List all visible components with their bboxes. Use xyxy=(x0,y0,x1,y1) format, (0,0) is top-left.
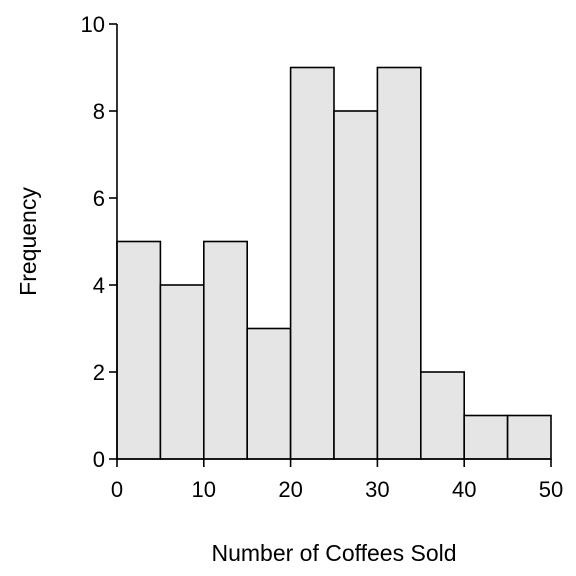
x-ticks-group: 0 10 20 30 40 50 xyxy=(111,459,563,502)
x-tick-label: 40 xyxy=(452,477,476,502)
histogram-bar xyxy=(289,66,335,460)
x-tick-label: 10 xyxy=(192,477,216,502)
y-tick-label: 2 xyxy=(93,360,105,385)
x-tick-label: 50 xyxy=(539,477,563,502)
histogram-bar xyxy=(159,284,205,460)
y-tick-label: 4 xyxy=(93,273,105,298)
histogram-bar xyxy=(419,371,465,460)
y-tick-label: 10 xyxy=(81,12,105,37)
y-axis-title: Frequency xyxy=(15,187,41,296)
histogram-bar xyxy=(246,327,292,460)
x-tick-label: 0 xyxy=(111,477,123,502)
histogram-bar xyxy=(463,414,509,460)
histogram-bar xyxy=(333,110,379,460)
y-ticks-group: 0 2 4 6 8 10 xyxy=(81,12,117,472)
histogram-bar xyxy=(506,414,552,460)
axes-group xyxy=(116,24,551,460)
histogram-bar xyxy=(376,66,422,460)
x-tick-label: 30 xyxy=(365,477,389,502)
histogram-bar xyxy=(203,240,249,460)
y-tick-label: 0 xyxy=(93,447,105,472)
bars-group xyxy=(116,66,552,460)
histogram-bar xyxy=(116,240,162,460)
x-tick-label: 20 xyxy=(278,477,302,502)
y-tick-label: 6 xyxy=(93,186,105,211)
x-axis-title: Number of Coffees Sold xyxy=(211,540,456,566)
y-tick-label: 8 xyxy=(93,99,105,124)
